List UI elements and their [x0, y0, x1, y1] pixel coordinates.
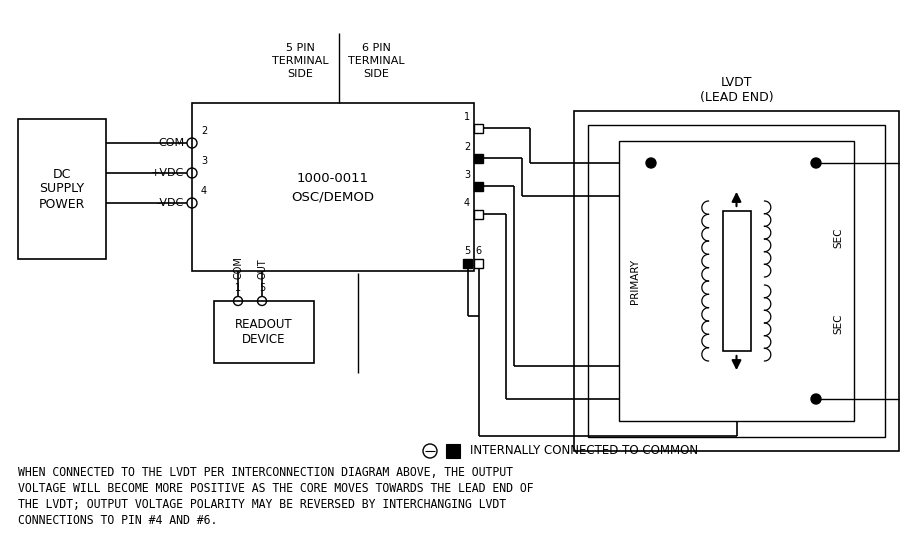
- Text: VOLTAGE WILL BECOME MORE POSITIVE AS THE CORE MOVES TOWARDS THE LEAD END OF: VOLTAGE WILL BECOME MORE POSITIVE AS THE…: [18, 482, 533, 495]
- Text: INTERNALLY CONNECTED TO COMMON: INTERNALLY CONNECTED TO COMMON: [470, 444, 698, 457]
- Text: WHEN CONNECTED TO THE LVDT PER INTERCONNECTION DIAGRAM ABOVE, THE OUTPUT: WHEN CONNECTED TO THE LVDT PER INTERCONN…: [18, 466, 513, 479]
- Bar: [574, 111, 899, 451]
- Bar: [18, 119, 106, 259]
- Bar: [446, 444, 460, 458]
- Text: TERMINAL: TERMINAL: [349, 56, 405, 66]
- Text: 3: 3: [201, 156, 207, 166]
- Bar: [722, 211, 750, 351]
- Text: SEC: SEC: [833, 314, 843, 334]
- Text: 5: 5: [465, 247, 470, 257]
- Text: 1: 1: [235, 283, 241, 293]
- Text: 4: 4: [464, 197, 470, 207]
- Text: CONNECTIONS TO PIN #4 AND #6.: CONNECTIONS TO PIN #4 AND #6.: [18, 514, 217, 527]
- Text: -VDC: -VDC: [157, 198, 184, 208]
- Text: SIDE: SIDE: [288, 69, 313, 79]
- Text: 1: 1: [464, 111, 470, 121]
- Bar: [474, 182, 483, 191]
- Text: 5: 5: [259, 283, 265, 293]
- Text: SEC: SEC: [833, 228, 843, 248]
- Circle shape: [646, 158, 656, 168]
- Text: +VDC: +VDC: [151, 168, 184, 178]
- Text: 6: 6: [476, 247, 481, 257]
- Text: 2: 2: [464, 141, 470, 151]
- Text: 4: 4: [201, 186, 207, 196]
- Bar: [588, 125, 885, 437]
- Bar: [474, 210, 483, 219]
- Text: 2: 2: [201, 126, 207, 136]
- Text: (LEAD END): (LEAD END): [699, 91, 773, 103]
- Text: DC
SUPPLY
POWER: DC SUPPLY POWER: [39, 168, 85, 211]
- Text: OSC/DEMOD: OSC/DEMOD: [291, 191, 374, 203]
- Bar: [474, 258, 483, 268]
- Bar: [619, 141, 854, 421]
- Circle shape: [811, 394, 821, 404]
- Text: 5 PIN: 5 PIN: [286, 43, 315, 53]
- Text: OUT: OUT: [257, 258, 267, 279]
- Bar: [463, 258, 472, 268]
- Text: COM: COM: [233, 256, 243, 279]
- Text: TERMINAL: TERMINAL: [272, 56, 329, 66]
- Text: COM: COM: [158, 138, 184, 148]
- Bar: [214, 301, 314, 363]
- Text: THE LVDT; OUTPUT VOLTAGE POLARITY MAY BE REVERSED BY INTERCHANGING LVDT: THE LVDT; OUTPUT VOLTAGE POLARITY MAY BE…: [18, 498, 506, 511]
- Text: 3: 3: [464, 169, 470, 179]
- Text: PRIMARY: PRIMARY: [630, 258, 640, 304]
- Text: 1000-0011: 1000-0011: [297, 173, 369, 186]
- Bar: [474, 124, 483, 132]
- Text: 6 PIN: 6 PIN: [362, 43, 391, 53]
- Text: LVDT: LVDT: [720, 77, 752, 89]
- Bar: [474, 154, 483, 163]
- Bar: [192, 103, 474, 271]
- Text: SIDE: SIDE: [363, 69, 390, 79]
- Text: READOUT
DEVICE: READOUT DEVICE: [236, 318, 293, 346]
- Circle shape: [811, 158, 821, 168]
